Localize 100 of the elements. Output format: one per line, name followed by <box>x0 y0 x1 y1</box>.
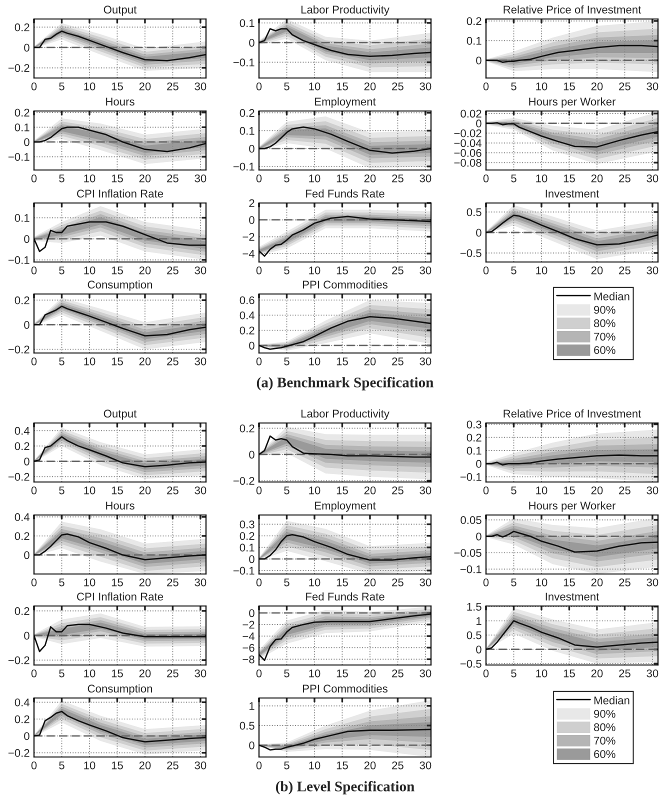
x-tick-label: 15 <box>564 578 575 586</box>
text: (a) Benchmark Specification <box>256 377 434 390</box>
x-tick-label: 30 <box>420 266 432 274</box>
x-tick-label: 5 <box>511 82 516 90</box>
x-tick-label: 25 <box>619 578 630 586</box>
x-tick-label: 25 <box>167 761 178 770</box>
y-tick-label: −0.1 <box>8 152 30 161</box>
y-tick-label: −0.02 <box>454 129 482 138</box>
y-tick-label: 0.05 <box>460 516 482 524</box>
x-tick-label: 20 <box>364 266 376 274</box>
y-tick-label: −0.1 <box>460 473 482 481</box>
x-tick-label: 30 <box>420 174 432 182</box>
y-tick-label: 0.1 <box>240 544 254 552</box>
x-tick-label: 5 <box>284 486 290 494</box>
x-tick-label: 10 <box>84 357 96 366</box>
x-tick-label: 15 <box>112 266 123 274</box>
x-tick-label: 30 <box>194 761 206 770</box>
y-tick-label: 0.2 <box>240 424 254 432</box>
x-tick-label: 20 <box>591 669 603 678</box>
x-tick-label: 30 <box>420 357 432 366</box>
y-tick-label: −0.04 <box>454 139 482 148</box>
x-tick-label: 5 <box>59 358 64 366</box>
x-tick-label: 30 <box>420 761 432 770</box>
x-tick-label: 30 <box>646 82 658 90</box>
y-tick-label: 0.6 <box>240 296 254 304</box>
y-tick-label: −2 <box>242 232 254 241</box>
y-tick-label: 0 <box>249 38 254 47</box>
x-tick-label: 10 <box>309 82 320 90</box>
x-tick-label: 25 <box>392 578 404 586</box>
y-tick-label: 0 <box>24 320 30 329</box>
x-tick-label: 25 <box>167 266 178 274</box>
y-tick-label: 0 <box>24 138 30 146</box>
y-tick-label: 0.2 <box>14 108 30 117</box>
y-tick-label: 0 <box>24 632 30 640</box>
x-tick-label: 10 <box>84 82 96 90</box>
x-tick-label: 20 <box>139 486 151 494</box>
y-tick-label: 0.1 <box>466 446 482 455</box>
y-tick-label: 0.2 <box>240 109 254 117</box>
x-tick-label: 20 <box>364 669 376 678</box>
y-tick-label: 0.4 <box>14 698 30 706</box>
y-tick-label: 0.5 <box>466 631 482 640</box>
y-tick-label: 1 <box>476 617 482 625</box>
x-tick-label: 20 <box>591 82 603 90</box>
y-tick-label: 0 <box>249 342 254 350</box>
x-tick-label: 5 <box>284 82 290 90</box>
y-tick-label: 0.2 <box>14 23 30 32</box>
y-tick-label: −0.05 <box>454 548 482 557</box>
x-tick-label: 0 <box>256 357 262 366</box>
x-tick-label: 15 <box>336 578 348 586</box>
x-tick-label: 5 <box>511 578 516 586</box>
x-tick-label: 30 <box>194 578 206 586</box>
line-series <box>259 728 431 751</box>
x-tick-label: 10 <box>309 486 320 494</box>
x-tick-label: 10 <box>84 174 96 182</box>
chart-title: Fed Funds Rate <box>306 189 384 198</box>
legend-label: 90% <box>594 710 616 718</box>
x-tick-label: 20 <box>364 761 376 770</box>
x-tick-label: 30 <box>646 669 658 678</box>
x-tick-label: 20 <box>139 174 151 182</box>
y-tick-label: 0.1 <box>240 126 254 135</box>
x-tick-label: 15 <box>112 486 123 494</box>
x-tick-label: 30 <box>646 266 658 274</box>
x-tick-label: 15 <box>564 486 575 494</box>
y-tick-label: 0 <box>249 216 254 224</box>
x-tick-label: 0 <box>31 578 37 586</box>
x-tick-label: 5 <box>59 762 64 770</box>
x-tick-label: 10 <box>84 761 96 770</box>
x-tick-label: 0 <box>31 761 37 770</box>
x-tick-label: 25 <box>619 669 630 678</box>
y-tick-label: 0 <box>24 235 30 243</box>
x-tick-label: 30 <box>646 486 658 494</box>
x-tick-label: 5 <box>511 266 516 274</box>
y-tick-label: 0 <box>476 646 482 654</box>
x-tick-label: 5 <box>511 174 516 182</box>
x-tick-label: 25 <box>619 486 630 494</box>
x-tick-label: 0 <box>256 82 262 90</box>
x-tick-label: 0 <box>256 761 262 770</box>
line-series <box>259 435 431 458</box>
chart-title: Hours <box>106 98 134 106</box>
chart-title: Employment <box>315 501 376 512</box>
y-tick-label: 0 <box>249 609 254 618</box>
x-tick-label: 5 <box>284 174 290 182</box>
chart-title: Output <box>104 6 137 16</box>
x-tick-label: 0 <box>256 578 262 586</box>
legend-label: 70% <box>594 332 616 341</box>
x-tick-label: 25 <box>392 761 404 770</box>
y-tick-label: 0 <box>476 56 482 64</box>
y-tick-label: 0.3 <box>466 420 482 428</box>
y-tick-label: 0 <box>249 450 254 459</box>
y-tick-label: 0.5 <box>240 722 254 730</box>
y-tick-label: 0 <box>476 460 482 468</box>
y-tick-label: 0 <box>24 44 30 52</box>
x-tick-label: 10 <box>84 266 96 274</box>
x-tick-label: 30 <box>420 82 432 90</box>
y-tick-label: −0.1 <box>233 566 254 575</box>
x-tick-label: 15 <box>112 670 123 678</box>
x-tick-label: 10 <box>309 669 320 678</box>
y-tick-label: 0.4 <box>240 311 255 320</box>
y-tick-label: 0 <box>476 228 482 237</box>
x-tick-label: 30 <box>194 669 206 678</box>
